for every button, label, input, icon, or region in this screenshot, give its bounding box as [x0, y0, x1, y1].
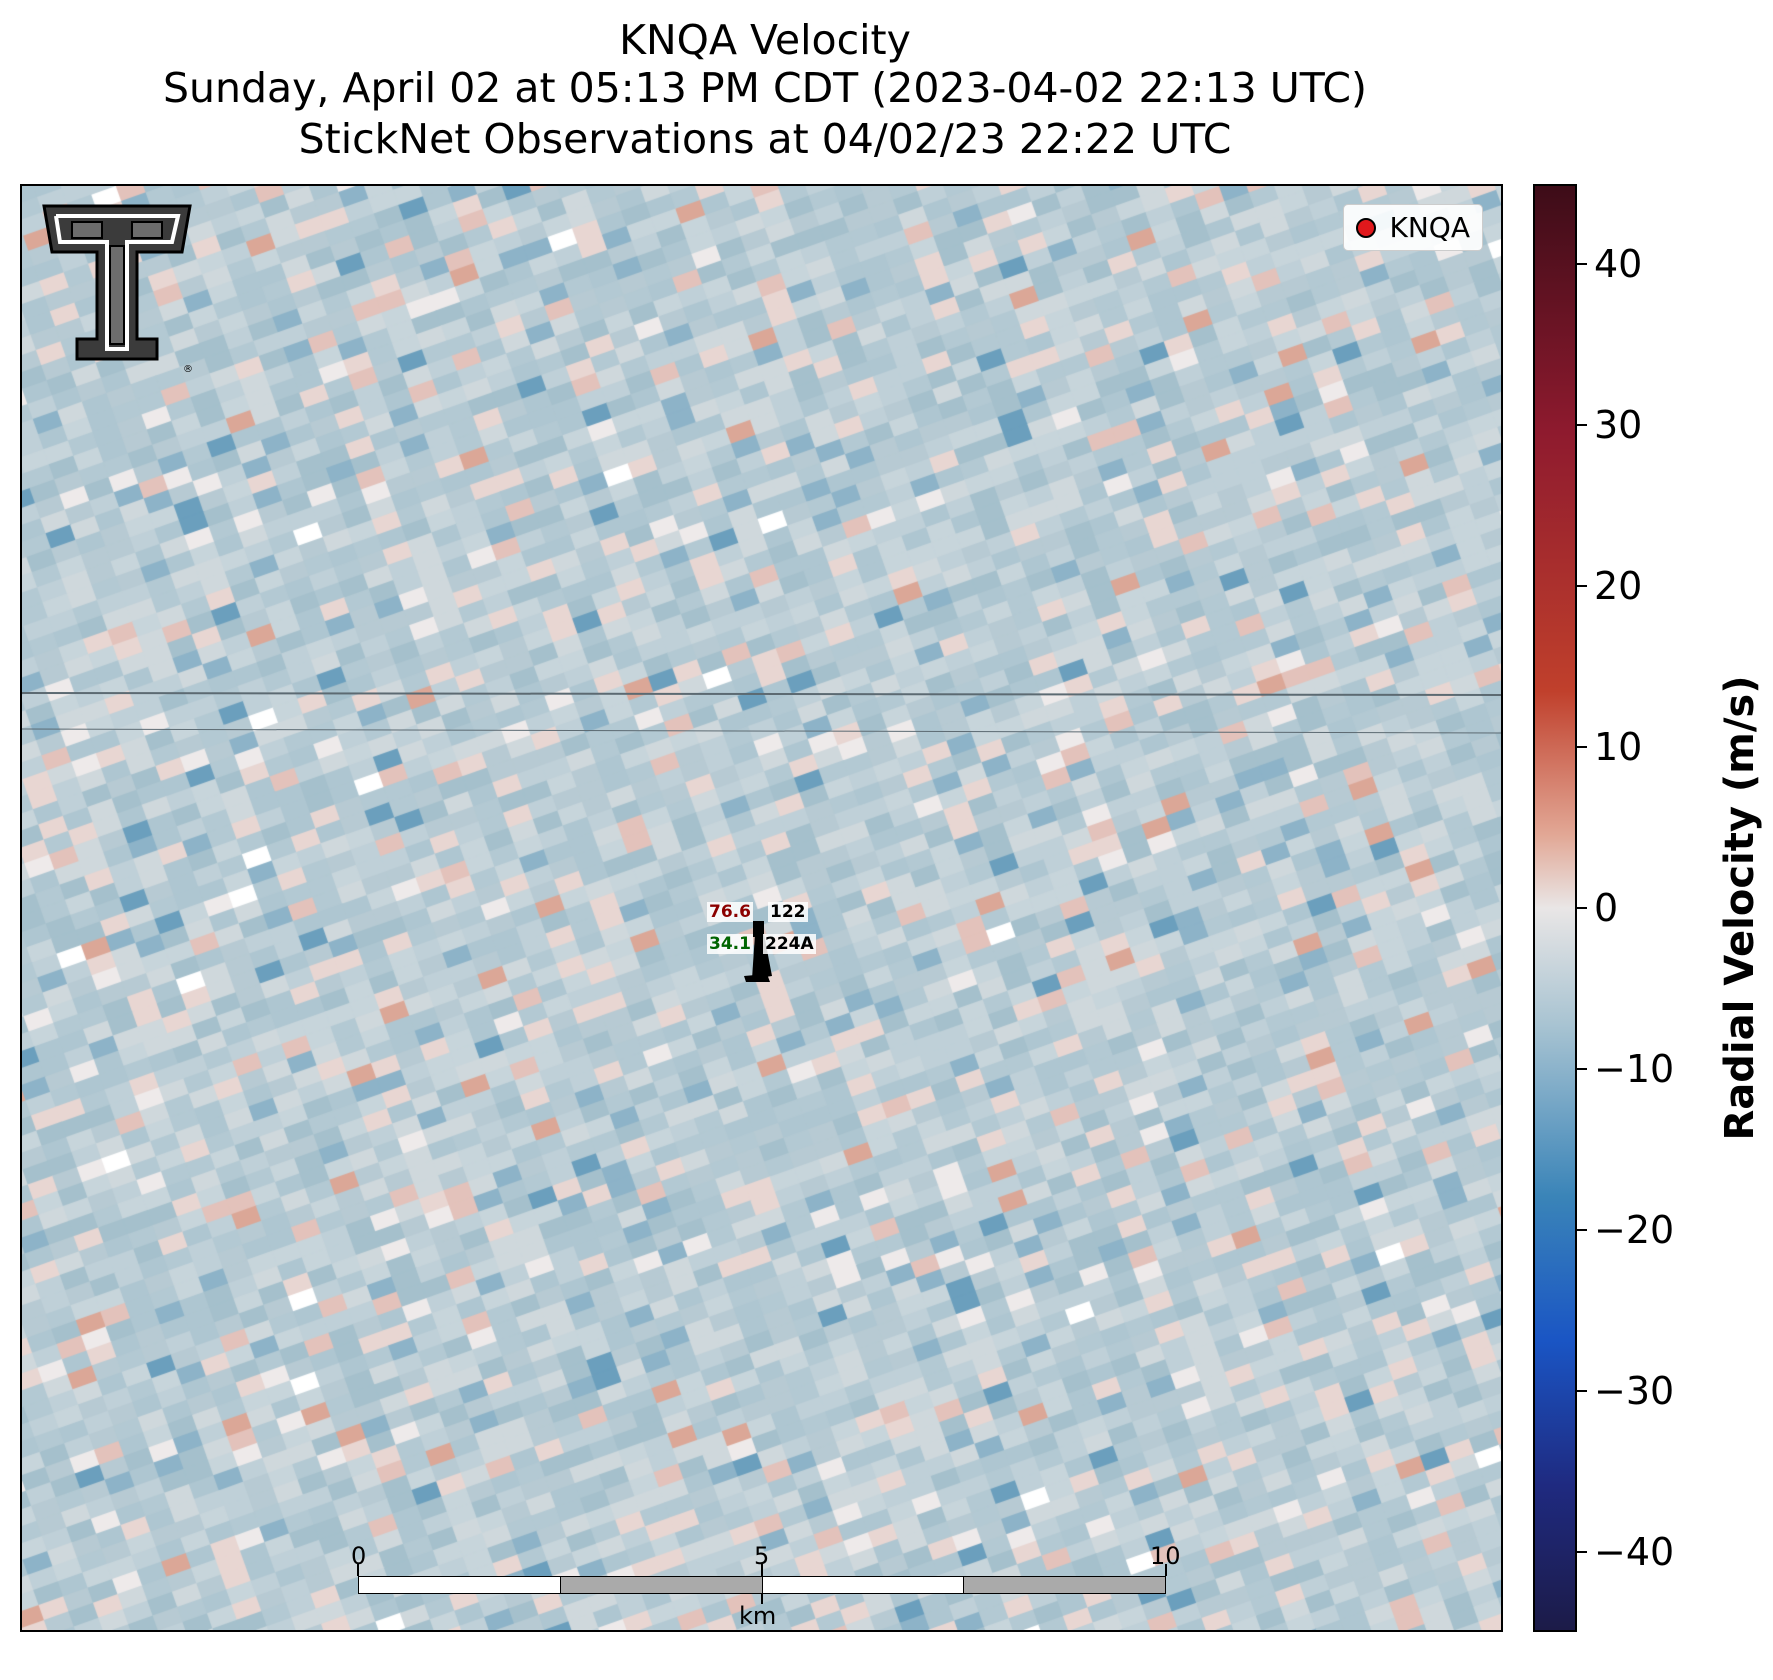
- svg-text:®: ®: [183, 364, 192, 374]
- title-line-3: StickNet Observations at 04/02/23 22:22 …: [298, 115, 1232, 163]
- colorbar-tick: [1577, 1228, 1587, 1231]
- title-line-2: Sunday, April 02 at 05:13 PM CDT (2023-0…: [162, 64, 1367, 112]
- scale-label-0: 0: [351, 1542, 367, 1570]
- colorbar-tick-label: −40: [1594, 1529, 1675, 1574]
- map-overlay: [22, 692, 1501, 982]
- colorbar-tick-label: 10: [1594, 725, 1643, 770]
- colorbar-label: Radial Velocity (m/s): [1717, 675, 1763, 1141]
- station-id-bottom: 224A: [763, 934, 816, 954]
- wind-barb-icon: [744, 921, 772, 982]
- velocity-field: [22, 186, 1501, 1630]
- colorbar-tick: [1577, 263, 1587, 266]
- colorbar-tick-label: −10: [1594, 1046, 1675, 1091]
- colorbar-tick: [1577, 1067, 1587, 1070]
- map-legend: KNQA: [1342, 204, 1483, 251]
- station-id-top: 122: [768, 902, 808, 922]
- double-t-logo-icon: ®: [42, 204, 192, 374]
- scale-unit: km: [739, 1602, 777, 1630]
- station-temperature: 76.6: [707, 902, 753, 922]
- county-line: [22, 692, 1501, 696]
- colorbar-tick-label: 40: [1594, 242, 1643, 287]
- scale-label-10: 10: [1150, 1542, 1181, 1570]
- state-line: [22, 728, 1501, 734]
- colorbar-tick: [1577, 746, 1587, 749]
- colorbar-tick-label: −20: [1594, 1207, 1675, 1252]
- station-dewpoint: 34.1: [707, 934, 753, 954]
- title-line-1: KNQA Velocity: [619, 16, 911, 64]
- colorbar-tick: [1577, 1550, 1587, 1553]
- colorbar-tick-label: −30: [1594, 1368, 1675, 1413]
- colorbar-tick-label: 0: [1594, 886, 1619, 930]
- scale-bar: [357, 1564, 1167, 1626]
- colorbar-tick: [1577, 907, 1587, 909]
- radar-map[interactable]: ® KNQA 76.6 122 34.1 224A 0 5 10 km: [20, 184, 1503, 1632]
- knqa-marker-icon: [1355, 217, 1376, 238]
- scale-label-5: 5: [754, 1542, 770, 1570]
- colorbar-tick-label: 30: [1594, 403, 1643, 448]
- colorbar-tick-label: 20: [1594, 564, 1643, 609]
- legend-label: KNQA: [1389, 211, 1471, 244]
- colorbar-tick: [1577, 585, 1587, 588]
- colorbar-tick: [1577, 424, 1587, 427]
- colorbar-tick: [1577, 1389, 1587, 1392]
- colorbar: [1533, 184, 1577, 1632]
